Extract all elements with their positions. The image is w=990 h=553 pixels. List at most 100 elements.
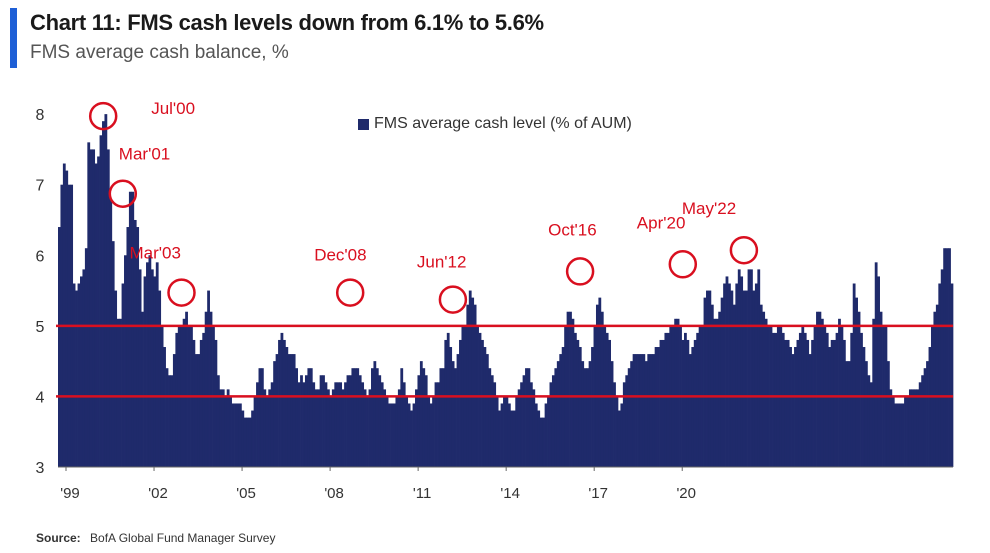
- bar: [427, 396, 431, 467]
- bar: [918, 382, 922, 467]
- chart-title: Chart 11: FMS cash levels down from 6.1%…: [30, 10, 544, 35]
- x-tick-label: '99: [60, 485, 80, 502]
- annotation-circle: [335, 278, 365, 307]
- bar: [158, 290, 162, 467]
- bar: [236, 403, 240, 467]
- bar: [923, 368, 927, 467]
- bar: [857, 311, 861, 467]
- bar: [155, 262, 159, 467]
- bar: [349, 375, 352, 467]
- bar: [911, 389, 915, 467]
- bar: [847, 361, 851, 467]
- bar: [872, 318, 876, 467]
- bar: [730, 290, 734, 467]
- bar: [515, 396, 519, 467]
- bar: [654, 347, 658, 467]
- bar: [686, 339, 690, 467]
- bar: [762, 311, 766, 467]
- bar: [569, 311, 572, 467]
- bar: [657, 347, 660, 467]
- annotation-label: Jun'12: [417, 253, 467, 272]
- bar: [410, 410, 413, 467]
- bar: [625, 375, 629, 467]
- bar: [82, 269, 86, 467]
- bar: [835, 332, 839, 467]
- bar: [864, 361, 868, 467]
- bar: [324, 382, 328, 467]
- bar: [938, 283, 942, 467]
- bar: [691, 347, 695, 467]
- bar: [913, 389, 917, 467]
- bar: [825, 332, 829, 467]
- bar: [168, 375, 171, 467]
- bar: [402, 382, 406, 467]
- bar: [921, 375, 925, 467]
- bar: [314, 389, 318, 467]
- bar: [439, 368, 443, 467]
- bar: [339, 382, 343, 467]
- bar: [231, 403, 235, 467]
- bar: [165, 368, 169, 467]
- bar: [481, 339, 484, 467]
- bar: [703, 297, 707, 467]
- bar: [503, 396, 506, 467]
- bar: [238, 403, 242, 467]
- bar: [126, 227, 130, 467]
- bar: [390, 403, 394, 467]
- x-tick-label: '05: [236, 485, 256, 502]
- bar: [141, 311, 144, 467]
- x-tick-label: '08: [324, 485, 344, 502]
- bar: [681, 339, 685, 467]
- bar: [172, 354, 176, 467]
- bar: [256, 382, 259, 467]
- bar: [353, 368, 357, 467]
- bar: [400, 368, 404, 467]
- bar: [62, 163, 66, 467]
- bar: [529, 382, 533, 467]
- y-tick-label: 5: [36, 319, 45, 336]
- bar: [620, 403, 624, 467]
- bar: [84, 248, 88, 467]
- bar: [393, 403, 396, 467]
- bar: [774, 332, 778, 467]
- bar: [121, 283, 125, 467]
- bar: [80, 276, 83, 467]
- bar: [366, 396, 369, 467]
- bar: [434, 382, 438, 467]
- bar: [75, 290, 78, 467]
- bar: [397, 389, 401, 467]
- bar: [728, 283, 731, 467]
- bar: [945, 248, 949, 467]
- bar: [275, 354, 279, 467]
- bar: [111, 241, 115, 467]
- bar: [723, 283, 726, 467]
- bar: [207, 290, 210, 467]
- bar: [867, 375, 871, 467]
- x-tick-label: '14: [500, 485, 520, 502]
- bar: [605, 332, 609, 467]
- bar: [896, 403, 900, 467]
- bar: [713, 318, 717, 467]
- source-note: Source: BofA Global Fund Manager Survey: [36, 531, 275, 545]
- bar: [253, 396, 257, 467]
- y-tick-label: 3: [36, 460, 45, 477]
- bar: [163, 347, 166, 467]
- bar: [119, 318, 122, 467]
- bar: [456, 354, 460, 467]
- bar: [229, 396, 232, 467]
- bar: [248, 417, 252, 467]
- bar: [916, 389, 920, 467]
- bar: [662, 339, 665, 467]
- bar: [906, 396, 910, 467]
- bar: [715, 318, 719, 467]
- bar: [194, 354, 198, 467]
- bar: [886, 361, 890, 467]
- bar: [537, 410, 541, 467]
- bar: [869, 382, 873, 467]
- bar: [696, 332, 700, 467]
- bar: [417, 375, 421, 467]
- bar: [693, 339, 697, 467]
- bar: [331, 389, 335, 467]
- bar: [285, 347, 289, 467]
